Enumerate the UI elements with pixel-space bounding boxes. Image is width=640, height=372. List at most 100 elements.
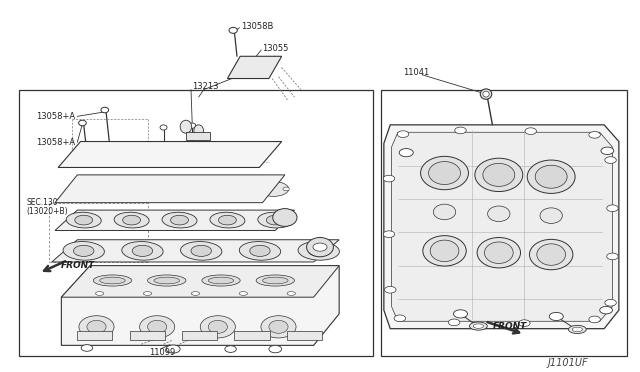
Text: SEC.130: SEC.130 xyxy=(26,198,58,207)
Ellipse shape xyxy=(71,187,77,191)
Ellipse shape xyxy=(236,150,254,158)
Ellipse shape xyxy=(180,241,222,260)
Ellipse shape xyxy=(475,158,523,192)
Ellipse shape xyxy=(397,131,409,137)
Bar xyxy=(182,331,217,340)
Ellipse shape xyxy=(211,182,242,196)
Ellipse shape xyxy=(211,187,217,191)
Ellipse shape xyxy=(218,215,236,225)
Bar xyxy=(19,90,373,356)
Ellipse shape xyxy=(244,62,255,69)
Bar xyxy=(130,331,165,340)
Ellipse shape xyxy=(165,182,195,196)
Ellipse shape xyxy=(202,275,240,286)
Ellipse shape xyxy=(189,187,196,191)
Ellipse shape xyxy=(537,244,566,265)
Ellipse shape xyxy=(484,242,513,263)
Ellipse shape xyxy=(100,277,125,284)
Ellipse shape xyxy=(527,160,575,193)
Ellipse shape xyxy=(258,182,289,196)
Text: 13055: 13055 xyxy=(262,44,289,53)
Ellipse shape xyxy=(114,212,149,228)
Ellipse shape xyxy=(287,292,296,295)
Ellipse shape xyxy=(66,212,101,228)
Ellipse shape xyxy=(430,240,459,262)
Ellipse shape xyxy=(239,292,248,295)
Ellipse shape xyxy=(79,120,86,126)
Polygon shape xyxy=(61,266,339,297)
Ellipse shape xyxy=(258,212,292,228)
Ellipse shape xyxy=(600,307,612,314)
Ellipse shape xyxy=(143,292,152,295)
Ellipse shape xyxy=(525,128,536,135)
Ellipse shape xyxy=(118,182,149,196)
Ellipse shape xyxy=(449,319,460,326)
Ellipse shape xyxy=(589,316,600,323)
Ellipse shape xyxy=(429,161,461,185)
Polygon shape xyxy=(227,56,282,78)
Text: FRONT: FRONT xyxy=(492,322,527,331)
Ellipse shape xyxy=(210,212,245,228)
Ellipse shape xyxy=(607,205,618,212)
Ellipse shape xyxy=(483,163,515,186)
Ellipse shape xyxy=(93,275,132,286)
Ellipse shape xyxy=(298,241,339,260)
Text: 11041: 11041 xyxy=(403,68,429,77)
Ellipse shape xyxy=(162,212,197,228)
Ellipse shape xyxy=(148,320,167,333)
Ellipse shape xyxy=(97,187,103,191)
Ellipse shape xyxy=(229,28,237,33)
Ellipse shape xyxy=(208,320,227,333)
Ellipse shape xyxy=(529,239,573,270)
Ellipse shape xyxy=(75,215,93,225)
Ellipse shape xyxy=(72,182,102,196)
Ellipse shape xyxy=(191,292,200,295)
Ellipse shape xyxy=(307,237,333,257)
Ellipse shape xyxy=(191,245,211,256)
Ellipse shape xyxy=(535,165,567,188)
Ellipse shape xyxy=(189,123,196,128)
Ellipse shape xyxy=(261,316,296,338)
Bar xyxy=(287,331,322,340)
Ellipse shape xyxy=(488,206,510,222)
Text: 13058B: 13058B xyxy=(241,22,273,31)
Ellipse shape xyxy=(433,204,456,220)
Ellipse shape xyxy=(208,277,234,284)
Ellipse shape xyxy=(469,322,487,330)
Ellipse shape xyxy=(480,89,492,99)
Ellipse shape xyxy=(473,324,483,328)
Ellipse shape xyxy=(118,187,124,191)
Ellipse shape xyxy=(483,91,489,97)
Ellipse shape xyxy=(383,231,395,237)
Ellipse shape xyxy=(132,245,153,256)
Ellipse shape xyxy=(385,286,396,293)
Ellipse shape xyxy=(239,241,281,260)
Ellipse shape xyxy=(283,187,289,191)
Polygon shape xyxy=(61,266,339,345)
Ellipse shape xyxy=(122,241,163,260)
Ellipse shape xyxy=(257,187,264,191)
Ellipse shape xyxy=(194,125,204,136)
Text: 13058+A: 13058+A xyxy=(36,112,75,121)
Text: FRONT: FRONT xyxy=(61,261,95,270)
Polygon shape xyxy=(384,125,619,329)
Ellipse shape xyxy=(160,125,167,130)
Ellipse shape xyxy=(140,150,157,158)
Ellipse shape xyxy=(143,187,150,191)
Ellipse shape xyxy=(266,215,284,225)
Ellipse shape xyxy=(87,320,106,333)
Ellipse shape xyxy=(394,315,406,322)
Ellipse shape xyxy=(273,209,297,227)
Ellipse shape xyxy=(74,245,94,256)
Bar xyxy=(186,132,210,140)
Ellipse shape xyxy=(607,253,618,260)
Ellipse shape xyxy=(313,243,327,251)
Ellipse shape xyxy=(148,275,186,286)
Bar xyxy=(77,331,113,340)
Text: 13058+A: 13058+A xyxy=(36,138,75,147)
Text: 13213: 13213 xyxy=(192,82,219,91)
Ellipse shape xyxy=(63,241,104,260)
Ellipse shape xyxy=(605,157,616,163)
Bar xyxy=(234,331,269,340)
Ellipse shape xyxy=(572,327,582,332)
